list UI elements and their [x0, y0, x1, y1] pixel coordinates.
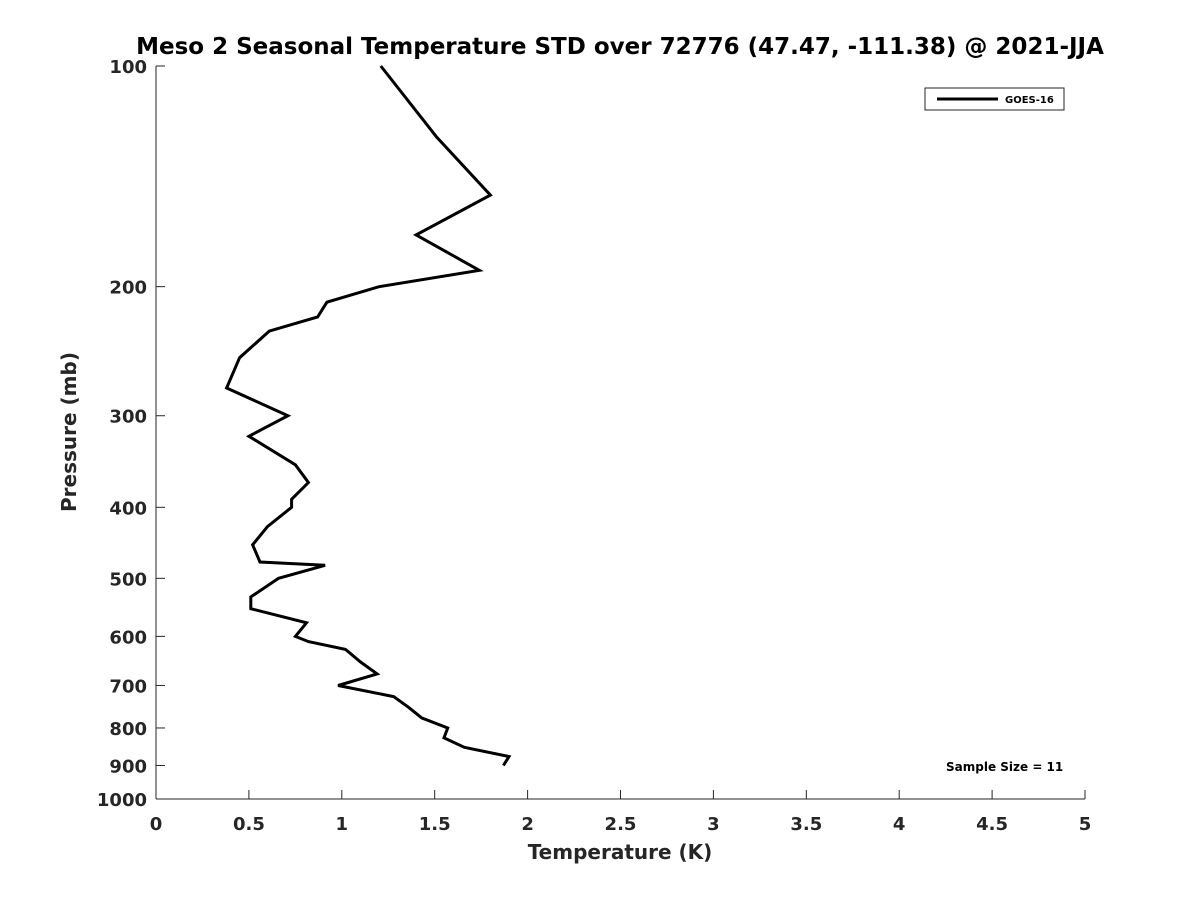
y-tick-label: 600	[109, 627, 147, 648]
series-layer	[224, 65, 512, 767]
y-tick-label: 500	[109, 569, 147, 590]
y-tick-label: 700	[109, 676, 147, 697]
x-tick-label: 0.5	[233, 814, 265, 835]
x-tick-label: 5	[1079, 814, 1092, 835]
legend-label-goes-16: GOES-16	[1005, 95, 1054, 106]
plot-area	[156, 66, 1085, 799]
x-tick-label: 2.5	[605, 814, 637, 835]
y-tick-label: 100	[109, 57, 147, 78]
y-ticks: 100 200 300 400 500 600 700 800 900 1000	[97, 57, 165, 811]
x-tick-label: 2	[521, 814, 534, 835]
x-tick-label: 3.5	[790, 814, 822, 835]
series-line-goes-16	[224, 65, 512, 767]
x-tick-label: 4.5	[976, 814, 1008, 835]
chart-title: Meso 2 Seasonal Temperature STD over 727…	[136, 34, 1104, 60]
x-tick-label: 4	[893, 814, 906, 835]
x-tick-label: 1.5	[419, 814, 451, 835]
sample-size-annotation: Sample Size = 11	[946, 760, 1063, 774]
y-tick-label: 300	[109, 407, 147, 428]
y-tick-label: 900	[109, 756, 147, 777]
x-tick-label: 0	[150, 814, 163, 835]
x-tick-label: 1	[336, 814, 349, 835]
x-axis-label: Temperature (K)	[528, 840, 713, 864]
y-tick-label: 400	[109, 498, 147, 519]
y-tick-label: 200	[109, 278, 147, 299]
y-tick-label: 800	[109, 719, 147, 740]
x-ticks: 0 0.5 1 1.5 2 2.5 3 3.5 4 4.5 5	[150, 790, 1092, 835]
y-tick-label: 1000	[97, 790, 147, 811]
x-tick-label: 3	[707, 814, 720, 835]
legend: GOES-16	[924, 87, 1065, 111]
y-axis-label: Pressure (mb)	[57, 352, 81, 512]
